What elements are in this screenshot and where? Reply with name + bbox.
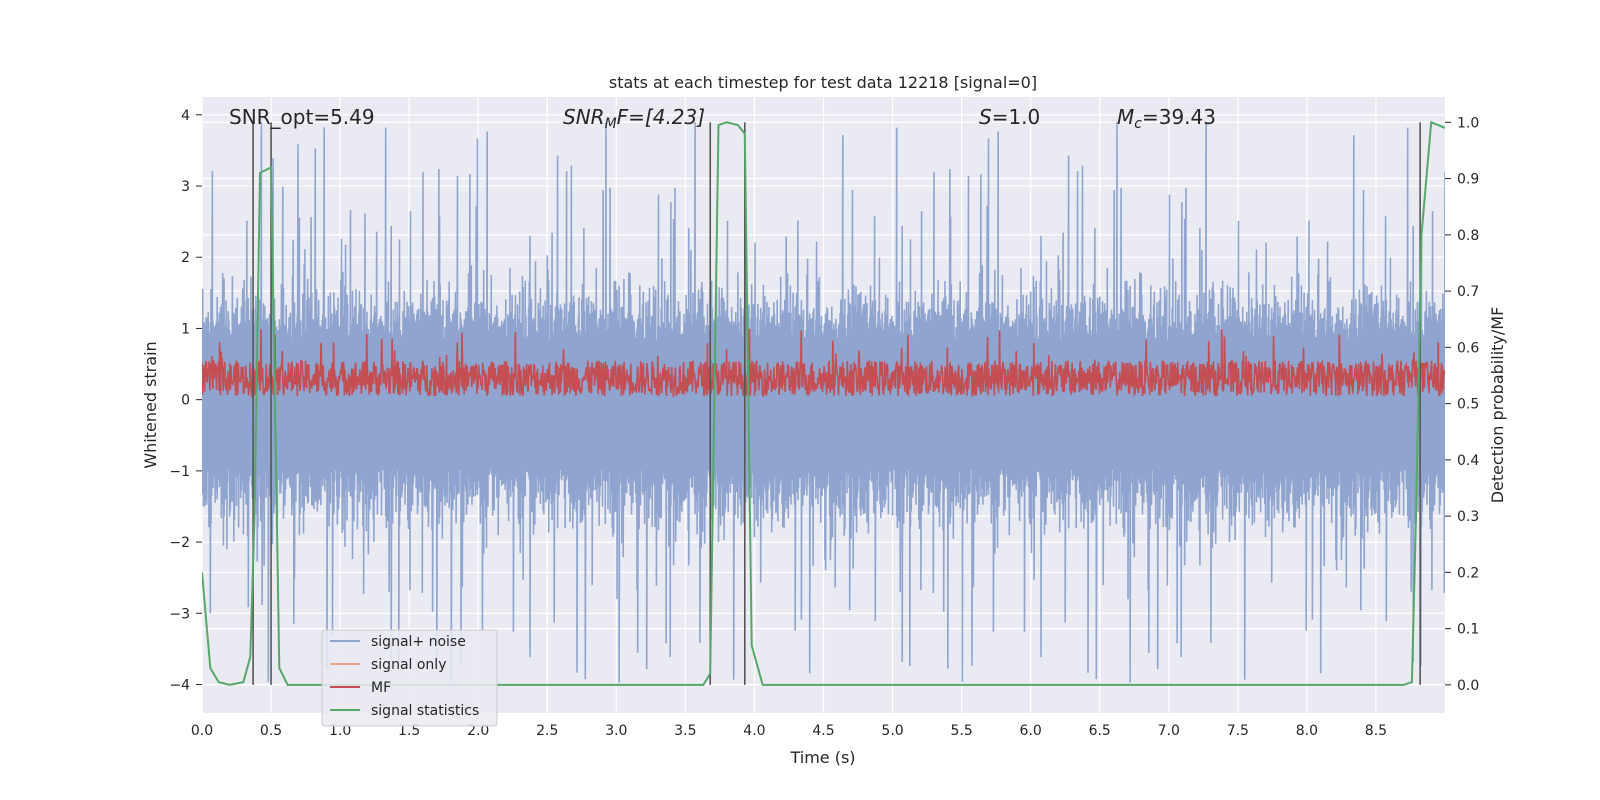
- x-tick-label: 8.5: [1365, 723, 1387, 739]
- y-right-tick-label: 0.1: [1457, 622, 1479, 638]
- y-tick-label: −1: [169, 464, 190, 480]
- legend-label-signal-only: signal only: [371, 657, 446, 673]
- x-tick-label: 7.0: [1158, 723, 1180, 739]
- y-right-tick-label: 0.3: [1457, 509, 1479, 525]
- y-tick-label: 4: [181, 108, 190, 124]
- x-tick-label: 4.0: [743, 723, 765, 739]
- y-tick-label: 3: [181, 179, 190, 195]
- x-tick-label: 0.5: [260, 723, 282, 739]
- data-layer: [202, 120, 1445, 686]
- y-right-tick-label: 0.0: [1457, 678, 1479, 694]
- x-tick-label: 2.0: [467, 723, 489, 739]
- x-tick-label: 3.5: [674, 723, 696, 739]
- legend-box: [321, 629, 498, 727]
- annotation-snr-opt: SNR_opt=5.49: [229, 105, 375, 129]
- x-tick-label: 0.0: [191, 723, 213, 739]
- x-tick-label: 4.5: [812, 723, 834, 739]
- x-tick-label: 5.5: [950, 723, 972, 739]
- y-right-tick-label: 0.9: [1457, 172, 1479, 188]
- series-signal-statistics: [202, 120, 1445, 686]
- y-tick-label: −2: [169, 535, 190, 551]
- x-tick-label: 5.0: [881, 723, 903, 739]
- x-tick-label: 8.0: [1296, 723, 1318, 739]
- legend-label-signal-noise: signal+ noise: [371, 634, 466, 650]
- y-tick-label: 2: [181, 250, 190, 266]
- vertical-markers: [252, 122, 1421, 685]
- y-tick-label: −4: [169, 678, 190, 694]
- y-tick-label: 0: [181, 393, 190, 409]
- x-tick-label: 1.0: [329, 723, 351, 739]
- legend: signal+ noise signal only MF signal stat…: [321, 629, 498, 727]
- legend-label-signal-statistics: signal statistics: [371, 703, 479, 719]
- chart-title: stats at each timestep for test data 122…: [609, 73, 1037, 92]
- y-axis-right-ticks: 0.0 0.1 0.2 0.3 0.4 0.5 0.6 0.7 0.8 0.9 1.0: [1445, 115, 1479, 694]
- annotation-s: S=1.0: [979, 105, 1040, 129]
- legend-label-mf: MF: [371, 680, 391, 696]
- y-axis-right-label: Detection probability/MF: [1488, 307, 1507, 504]
- y-tick-label: 1: [181, 321, 190, 337]
- y-right-tick-label: 0.8: [1457, 228, 1479, 244]
- annotation-snr-mf: SNRMF=[4.23]: [563, 105, 705, 132]
- x-axis-label: Time (s): [789, 748, 855, 767]
- y-right-tick-label: 0.4: [1457, 453, 1479, 469]
- y-right-tick-label: 0.5: [1457, 397, 1479, 413]
- series-signal-noise: [202, 121, 1445, 683]
- x-tick-label: 2.5: [536, 723, 558, 739]
- y-axis-ticks: −4 −3 −2 −1 0 1 2 3 4: [169, 108, 202, 694]
- x-tick-label: 6.0: [1020, 723, 1042, 739]
- x-tick-label: 3.0: [605, 723, 627, 739]
- x-axis-ticks: 0.0 0.5 1.0 1.5 2.0 2.5 3.0 3.5 4.0 4.5 5.0 5.5 6.0 6…: [191, 723, 1387, 739]
- y-right-tick-label: 0.2: [1457, 565, 1479, 581]
- annotation-mc: Mc=39.43: [1117, 105, 1216, 132]
- y-axis-label: Whitened strain: [141, 341, 160, 468]
- x-tick-label: 6.5: [1089, 723, 1111, 739]
- y-right-tick-label: 0.6: [1457, 340, 1479, 356]
- y-tick-label: −3: [169, 606, 190, 622]
- y-right-tick-label: 1.0: [1457, 115, 1479, 131]
- y-right-tick-label: 0.7: [1457, 284, 1479, 300]
- series-mf: [202, 328, 1445, 399]
- x-tick-label: 1.5: [398, 723, 420, 739]
- x-tick-label: 7.5: [1227, 723, 1249, 739]
